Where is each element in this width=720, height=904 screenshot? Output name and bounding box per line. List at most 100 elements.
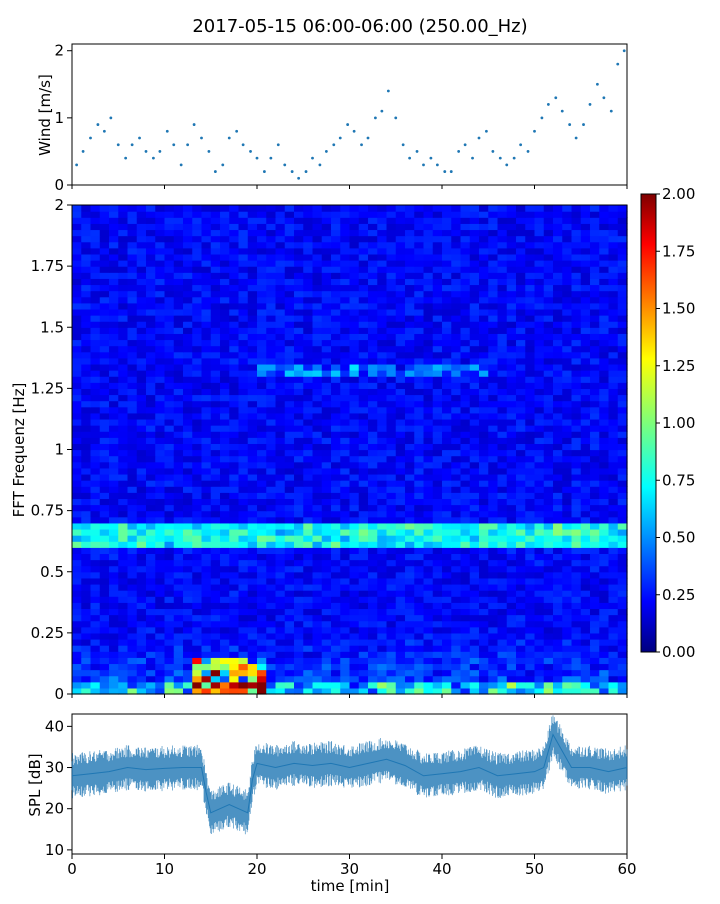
spectrogram-cell — [303, 492, 314, 499]
spectrogram-cell — [432, 455, 443, 463]
spectrogram-cell — [562, 400, 573, 408]
spectrogram-cell — [479, 260, 489, 267]
spectrogram-cell — [414, 418, 425, 426]
spectrogram-cell — [210, 498, 221, 506]
spectrogram-cell — [109, 675, 119, 683]
spectrogram-cell — [451, 357, 462, 365]
spectrogram-cell — [534, 510, 545, 518]
spectrogram-cell — [571, 266, 582, 273]
spectrogram-cell — [599, 541, 610, 548]
spectrogram-cell — [553, 626, 563, 634]
spectrogram-cell — [340, 345, 351, 353]
spectrogram-cell — [321, 315, 332, 322]
spectrogram-cell — [90, 241, 101, 249]
spectrogram-cell — [192, 461, 203, 469]
colorbar-tick-label: 1.50 — [662, 300, 695, 318]
spectrogram-cell — [294, 473, 304, 481]
spectrogram-cell — [358, 675, 369, 683]
spectrogram-cell — [340, 278, 351, 286]
spectrogram-cell — [442, 516, 452, 524]
spectrogram-cell — [377, 498, 388, 506]
spectrogram-cell — [238, 516, 249, 524]
spectrogram-cell — [358, 363, 369, 371]
spectrogram-cell — [192, 223, 203, 231]
wind-point — [602, 96, 606, 100]
spectrogram-cell — [210, 632, 221, 640]
spectrogram-y-tick-label: 1.25 — [31, 379, 64, 397]
spectrogram-cell — [118, 645, 129, 652]
spectrogram-cell — [479, 370, 489, 377]
spectrogram-cell — [173, 400, 184, 408]
spectrogram-cell — [146, 504, 156, 512]
spectrogram-cell — [442, 241, 452, 249]
spectrogram-cell — [562, 571, 573, 579]
spectrogram-cell — [599, 602, 610, 610]
spectrogram-cell — [395, 571, 406, 579]
spectrogram-cell — [238, 412, 249, 420]
spectrogram-cell — [580, 388, 591, 396]
spectrogram-cell — [294, 480, 304, 487]
spectrogram-cell — [377, 272, 388, 279]
spectrogram-cell — [368, 345, 378, 353]
spectrogram-cell — [506, 614, 517, 622]
spectrogram-cell — [81, 223, 92, 231]
spectrogram-cell — [405, 223, 415, 231]
spectrogram-cell — [294, 229, 304, 237]
spectrogram-cell — [395, 535, 406, 542]
spectrogram-cell — [238, 614, 249, 622]
spectrogram-cell — [294, 492, 304, 499]
spectrogram-cell — [488, 480, 499, 487]
spectrogram-cell — [405, 681, 415, 689]
spectrogram-cell — [275, 645, 286, 652]
spectrogram-cell — [136, 370, 147, 377]
spectrogram-cell — [534, 443, 545, 451]
spectrogram-cell — [257, 522, 267, 530]
spectrogram-cell — [506, 260, 517, 267]
spectrogram-cell — [377, 370, 388, 377]
spectrogram-cell — [312, 443, 323, 451]
spectrogram-cell — [303, 217, 314, 224]
spectrogram-cell — [516, 327, 526, 334]
spectrogram-cell — [72, 357, 82, 365]
spectrogram-cell — [395, 388, 406, 396]
spectrogram-cell — [266, 522, 277, 530]
spectrogram-cell — [488, 596, 499, 603]
spectrogram-cell — [303, 473, 314, 481]
spectrogram-cell — [118, 626, 129, 634]
spectrogram-cell — [617, 284, 628, 292]
spectrogram-cell — [497, 522, 508, 530]
spectrogram-cell — [488, 333, 499, 341]
spectrogram-cell — [331, 480, 341, 487]
wind-point — [422, 163, 425, 167]
spectrogram-cell — [543, 632, 554, 640]
spectrogram-cell — [516, 547, 526, 555]
spectrogram-cell — [275, 669, 286, 677]
spectrogram-cell — [617, 651, 628, 658]
spectrogram-cell — [90, 425, 101, 432]
wind-point — [318, 163, 322, 167]
spectrogram-cell — [331, 528, 341, 536]
spectrogram-cell — [534, 541, 545, 548]
spectrogram-cell — [210, 400, 221, 408]
spectrogram-cell — [247, 516, 258, 524]
spectrogram-cell — [617, 669, 628, 677]
spectrogram-cell — [136, 645, 147, 652]
spectrogram-cell — [127, 522, 138, 530]
wind-point — [374, 116, 377, 120]
spectrogram-cell — [266, 266, 277, 273]
spectrogram-cell — [460, 278, 471, 286]
spectrogram-cell — [99, 302, 110, 310]
spectrogram-cell — [488, 504, 499, 512]
spectrogram-cell — [534, 241, 545, 249]
spectrogram-cell — [571, 498, 582, 506]
spectrogram-cell — [109, 437, 119, 444]
spectrogram-cell — [229, 547, 240, 555]
spectrogram-cell — [81, 663, 92, 671]
spectrogram-cell — [210, 272, 221, 279]
spectrogram-cell — [331, 253, 341, 261]
spectrogram-cell — [321, 510, 332, 518]
spectrogram-cell — [146, 223, 156, 231]
spectrogram-cell — [118, 223, 129, 231]
spectrogram-cell — [220, 345, 230, 353]
spectrogram-cell — [590, 449, 600, 457]
